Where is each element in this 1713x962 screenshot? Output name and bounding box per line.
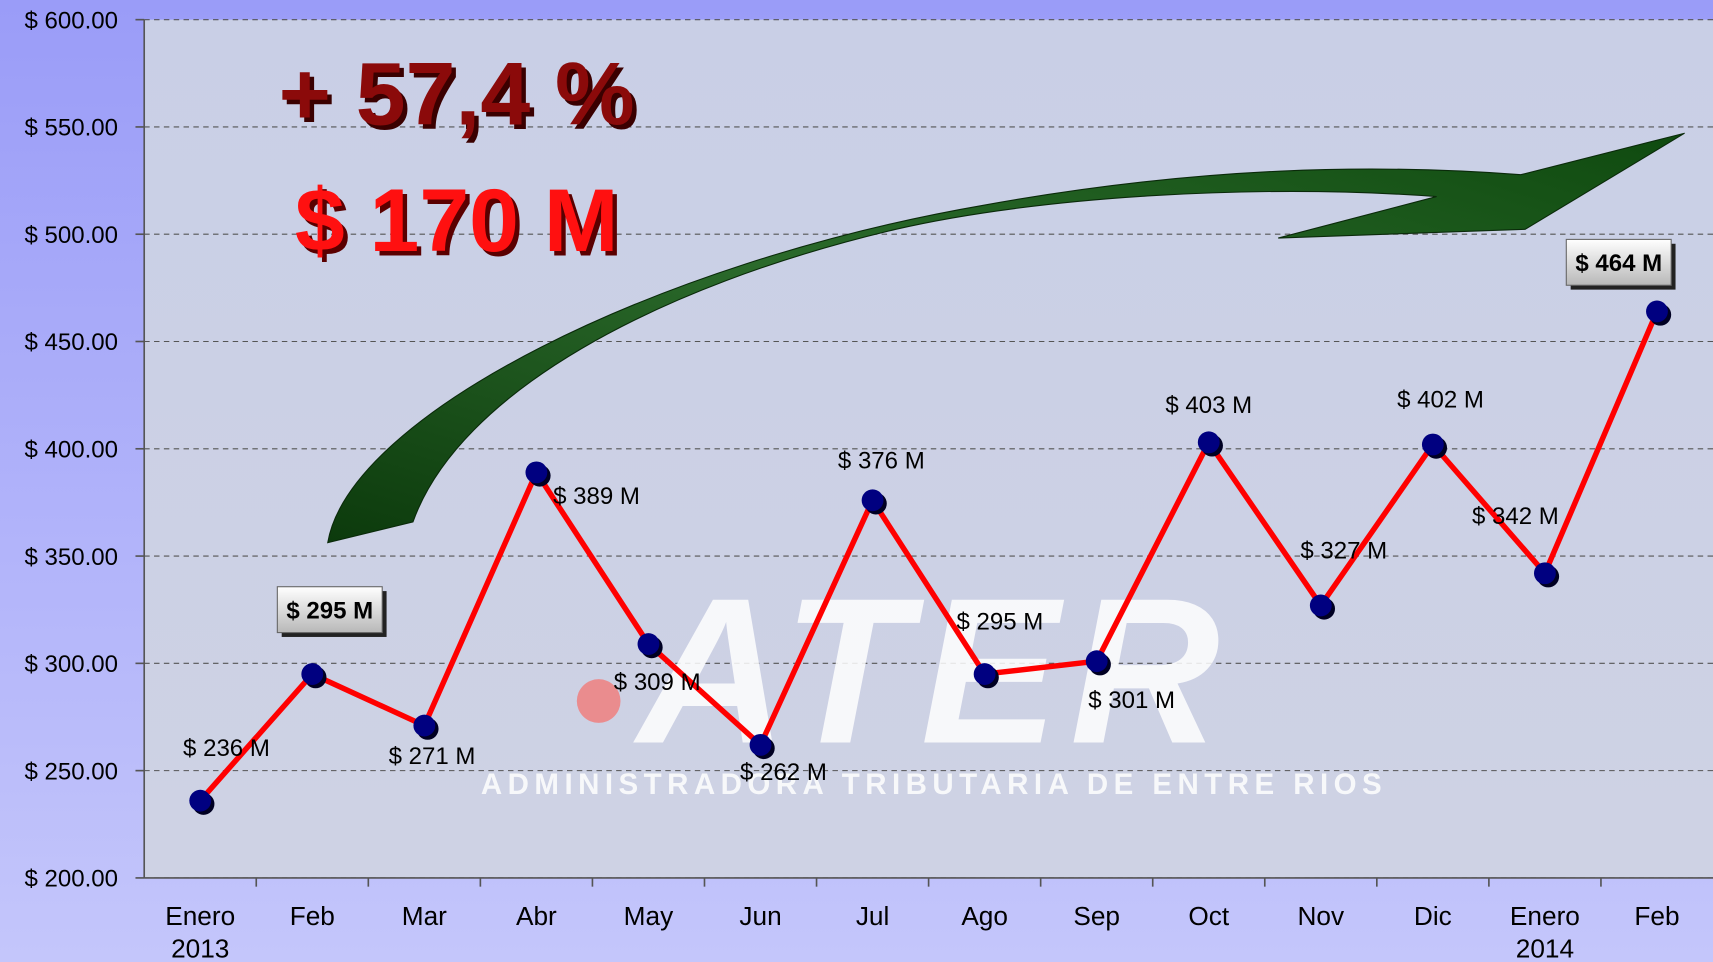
marker	[413, 715, 435, 737]
y-tick-label: $ 200.00	[24, 866, 118, 893]
page: {"chart_data": { "type": "line", "catego…	[0, 0, 1713, 962]
x-tick-label: Oct	[1188, 901, 1229, 931]
x-tick-label: Feb	[290, 901, 335, 931]
marker	[862, 489, 884, 511]
marker	[638, 633, 660, 655]
value-label: $ 403 M	[1165, 392, 1252, 419]
value-label: $ 309 M	[614, 669, 701, 696]
chart: ATER ADMINISTRADORA TRIBUTARIA DE ENTRE …	[0, 0, 1713, 962]
x-tick-label: Abr	[516, 901, 557, 931]
x-tick-label: Nov	[1297, 901, 1345, 931]
annotation-growth: + 57,4 %	[279, 44, 635, 144]
annotation-amount: $ 170 M	[295, 170, 619, 270]
x-tick-label: Mar	[402, 901, 447, 931]
x-tick-label: Enero	[165, 901, 235, 931]
marker	[1198, 431, 1220, 453]
x-tick-label: 2013	[171, 934, 229, 962]
marker	[750, 734, 772, 756]
x-tick-label: Ago	[961, 901, 1008, 931]
marker	[1646, 301, 1668, 323]
y-tick-label: $ 500.00	[24, 222, 118, 249]
y-tick-label: $ 300.00	[24, 651, 118, 678]
marker	[1422, 434, 1444, 456]
x-tick-label: Sep	[1073, 901, 1120, 931]
value-label: $ 342 M	[1472, 503, 1559, 530]
y-tick-label: $ 350.00	[24, 544, 118, 571]
marker	[525, 461, 547, 483]
value-label: $ 301 M	[1088, 687, 1175, 714]
x-tick-label: Dic	[1414, 901, 1452, 931]
y-tick-label: $ 450.00	[24, 329, 118, 356]
x-tick-label: Jul	[856, 901, 890, 931]
marker	[974, 663, 996, 685]
x-tick-label: May	[624, 901, 674, 931]
value-label: $ 376 M	[838, 448, 925, 475]
value-label: $ 464 M	[1575, 250, 1662, 277]
marker	[301, 663, 323, 685]
y-tick-label: $ 250.00	[24, 758, 118, 785]
value-label: $ 236 M	[183, 735, 270, 762]
x-tick-label: Feb	[1634, 901, 1679, 931]
value-label: $ 389 M	[553, 483, 640, 510]
value-label: $ 262 M	[740, 759, 827, 786]
y-tick-label: $ 600.00	[24, 7, 118, 34]
marker	[1310, 595, 1332, 617]
value-label: $ 295 M	[957, 608, 1044, 635]
value-label: $ 402 M	[1397, 386, 1484, 413]
marker	[1534, 562, 1556, 584]
y-tick-label: $ 400.00	[24, 437, 118, 464]
x-tick-label: 2014	[1516, 934, 1574, 962]
value-label: $ 271 M	[389, 743, 476, 770]
marker	[1086, 650, 1108, 672]
marker	[189, 790, 211, 812]
value-label: $ 327 M	[1300, 537, 1387, 564]
value-label: $ 295 M	[286, 597, 373, 624]
watermark-text: ADMINISTRADORA TRIBUTARIA DE ENTRE RIOS	[481, 768, 1387, 801]
y-tick-label: $ 550.00	[24, 115, 118, 142]
x-tick-label: Enero	[1510, 901, 1580, 931]
x-tick-label: Jun	[739, 901, 781, 931]
